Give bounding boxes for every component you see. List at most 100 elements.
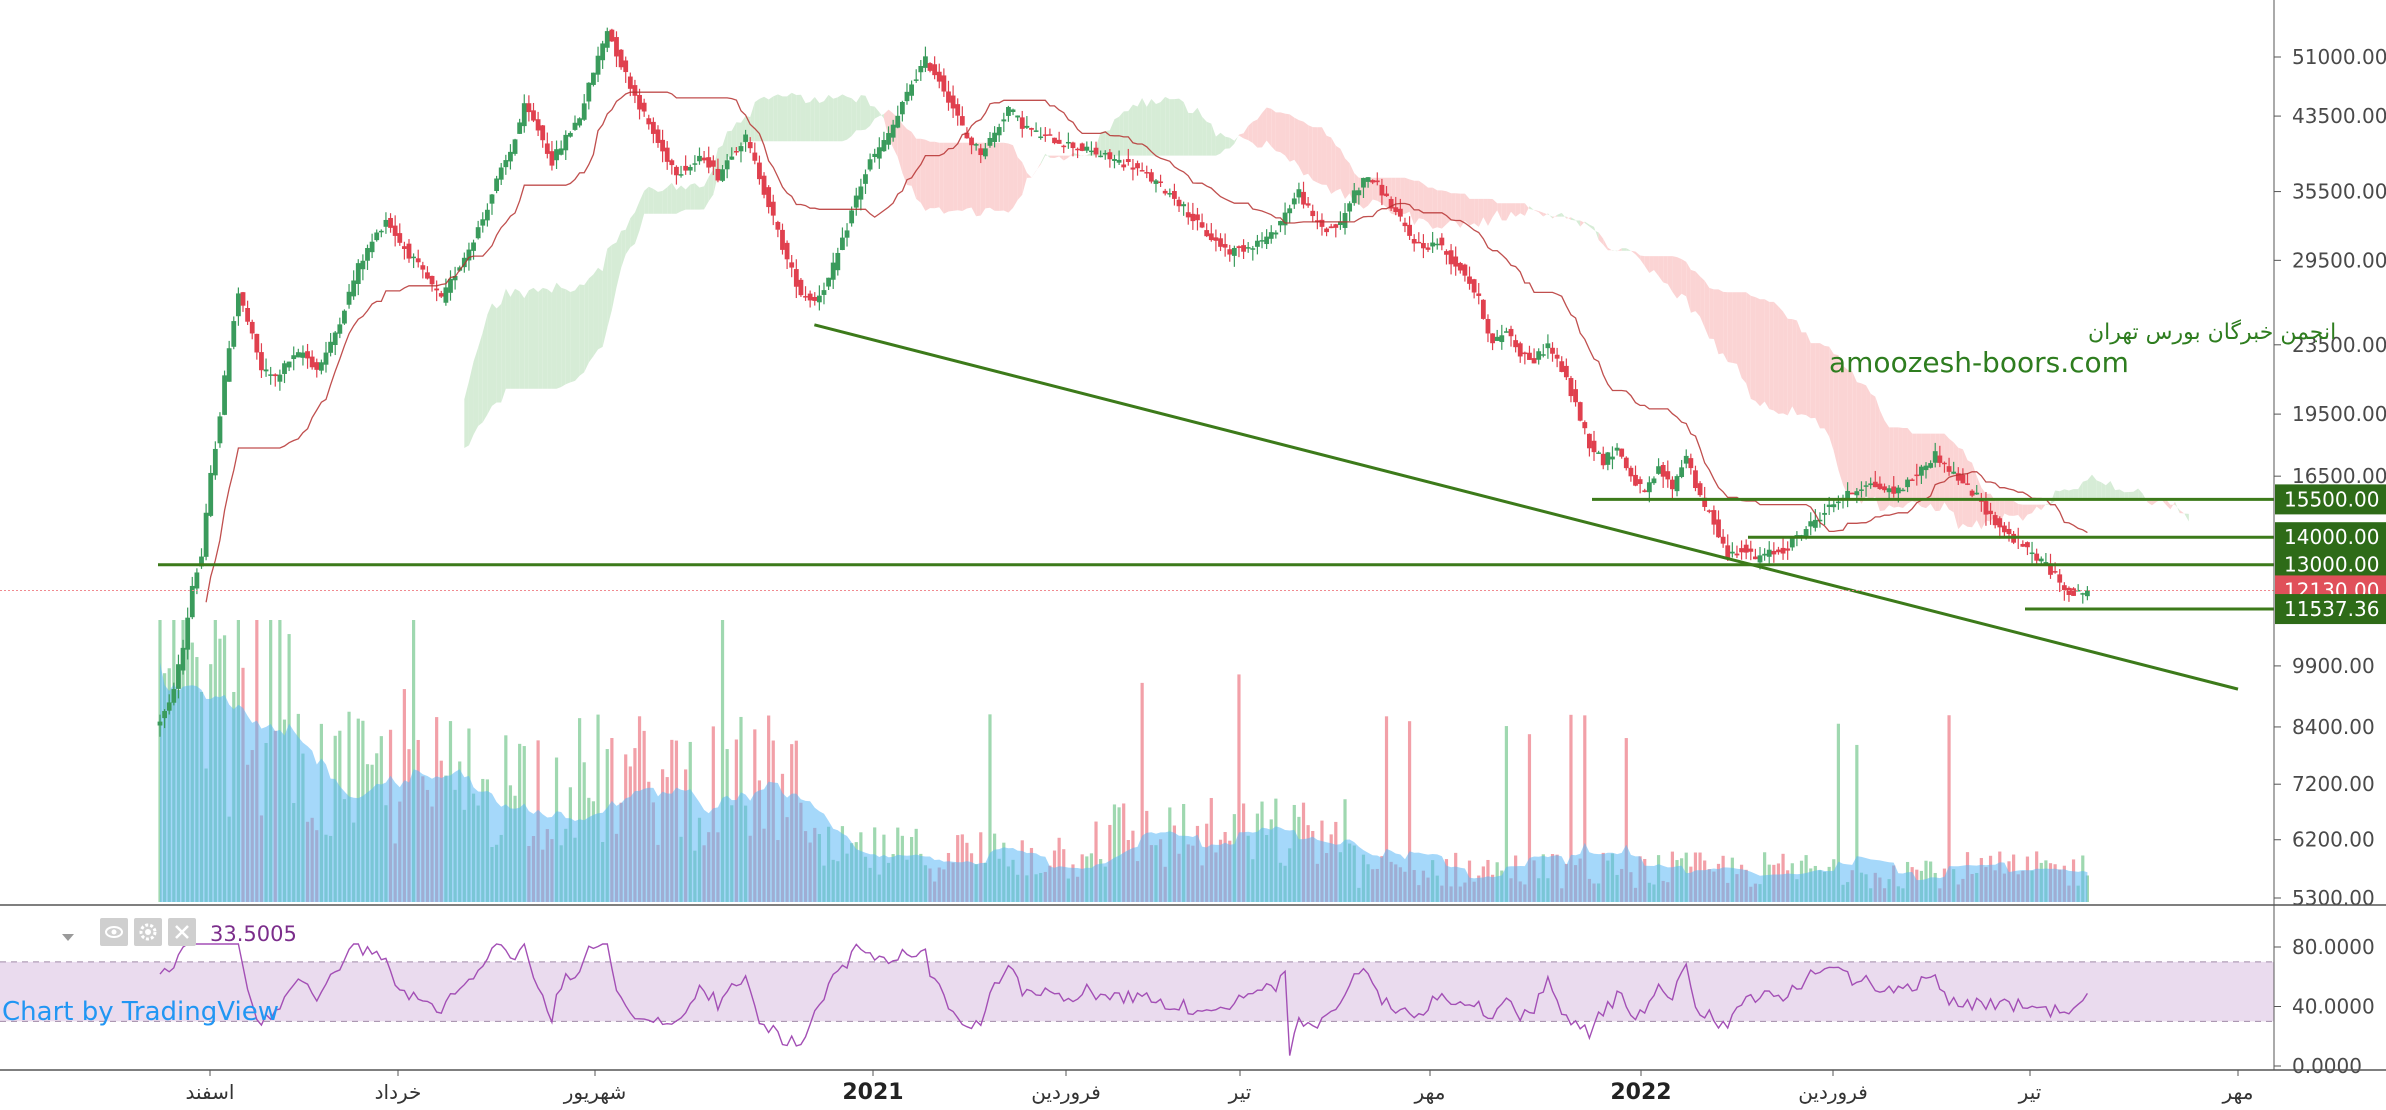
volume-bar <box>596 714 600 902</box>
ichimoku-segment <box>2022 504 2028 521</box>
candle-body <box>314 362 320 370</box>
candle-body <box>743 134 748 142</box>
ichimoku-segment <box>1321 127 1327 185</box>
candle-body <box>1600 453 1606 466</box>
candlestick-series <box>157 27 2090 737</box>
ichimoku-segment <box>1464 193 1470 226</box>
candle-body <box>305 351 310 359</box>
ichimoku-segment <box>1128 104 1133 156</box>
candle-body <box>1854 491 1860 496</box>
ichimoku-segment <box>1976 476 1982 530</box>
ichimoku-segment <box>800 94 806 142</box>
ichimoku-segment <box>874 106 880 119</box>
candle-body <box>1531 358 1537 364</box>
ichimoku-segment <box>2018 504 2023 521</box>
candle-body <box>766 187 772 208</box>
ichimoku-segment <box>1796 320 1802 416</box>
ichimoku-segment <box>1206 121 1212 156</box>
ichimoku-segment <box>708 169 714 202</box>
candle-body <box>941 75 947 92</box>
ichimoku-segment <box>1727 292 1733 363</box>
candle-body <box>1430 242 1436 247</box>
ichimoku-segment <box>1746 292 1751 399</box>
ichimoku-segment <box>1192 107 1198 156</box>
ichimoku-segment <box>1142 98 1147 156</box>
candle-body <box>254 333 260 353</box>
candle-body <box>1716 519 1721 538</box>
candle-body <box>420 265 426 270</box>
ichimoku-segment <box>694 183 700 210</box>
candle-body <box>886 133 891 145</box>
ichimoku-segment <box>699 186 705 210</box>
ichimoku-segment <box>1252 119 1258 148</box>
candle-body <box>987 137 993 146</box>
candle-body <box>867 159 873 170</box>
candle-body <box>627 76 633 89</box>
close-icon[interactable] <box>168 918 196 946</box>
candle-body <box>1780 547 1786 554</box>
ichimoku-segment <box>814 97 820 142</box>
ichimoku-segment <box>1866 385 1871 500</box>
candle-body <box>1882 486 1887 491</box>
candle-body <box>600 43 606 61</box>
ichimoku-segment <box>644 186 649 214</box>
candle-body <box>355 263 361 284</box>
ichimoku-segment <box>478 332 483 426</box>
candle-body <box>1462 264 1468 276</box>
ichimoku-segment <box>1926 433 1931 509</box>
ichimoku-segment <box>1912 433 1917 503</box>
candle-body <box>899 101 905 115</box>
ichimoku-segment <box>777 94 783 142</box>
chevron-down-icon[interactable] <box>62 934 74 941</box>
ichimoku-segment <box>1026 172 1032 178</box>
ichimoku-segment <box>2036 504 2042 511</box>
candle-body <box>245 308 251 322</box>
ichimoku-segment <box>1690 269 1696 313</box>
gear-icon[interactable] <box>134 918 162 946</box>
candle-body <box>697 155 702 162</box>
candle-body <box>1324 228 1329 233</box>
ichimoku-segment <box>1312 127 1318 183</box>
ichimoku-segment <box>1861 383 1867 504</box>
candle-body <box>1536 351 1542 360</box>
candle-body <box>1231 247 1237 256</box>
candle-body <box>1310 210 1316 217</box>
ichimoku-segment <box>1649 256 1654 273</box>
candle-body <box>2001 525 2007 533</box>
candle-body <box>1167 193 1173 195</box>
candle-body <box>1374 180 1380 183</box>
ichimoku-segment <box>704 176 709 210</box>
candle-body <box>830 262 836 280</box>
ichimoku-segment <box>1151 99 1156 156</box>
candle-body <box>595 55 601 75</box>
ichimoku-segment <box>2041 504 2046 511</box>
rsi-panel <box>0 942 2274 1056</box>
ichimoku-segment <box>653 188 658 214</box>
ichimoku-segment <box>2032 504 2037 514</box>
candle-body <box>1932 451 1938 463</box>
price-level-badge-bg <box>2275 549 2386 580</box>
eye-icon[interactable] <box>100 918 128 946</box>
candle-body <box>300 352 306 358</box>
candle-body <box>784 242 790 260</box>
ichimoku-segment <box>510 288 516 389</box>
price-overlays <box>0 91 2274 691</box>
candle-body <box>927 63 933 71</box>
candle-body <box>1762 553 1768 556</box>
ichimoku-segment <box>565 289 571 385</box>
candle-body <box>581 103 587 120</box>
price-tick-label: 29500.00 <box>2292 248 2386 272</box>
candle-body <box>936 71 942 82</box>
candle-body <box>1693 470 1698 489</box>
rsi-legend-controls[interactable] <box>62 918 196 946</box>
candle-body <box>1370 180 1376 183</box>
candle-body <box>1960 474 1966 484</box>
candle-body <box>1743 544 1749 553</box>
volume-bar <box>1140 682 1144 902</box>
time-tick-label: 2021 <box>842 1080 903 1105</box>
ichimoku-segment <box>2073 489 2079 501</box>
candle-body <box>337 324 343 334</box>
ichimoku-segment <box>1234 134 1239 144</box>
candle-body <box>1614 447 1620 451</box>
ichimoku-segment <box>561 287 566 388</box>
